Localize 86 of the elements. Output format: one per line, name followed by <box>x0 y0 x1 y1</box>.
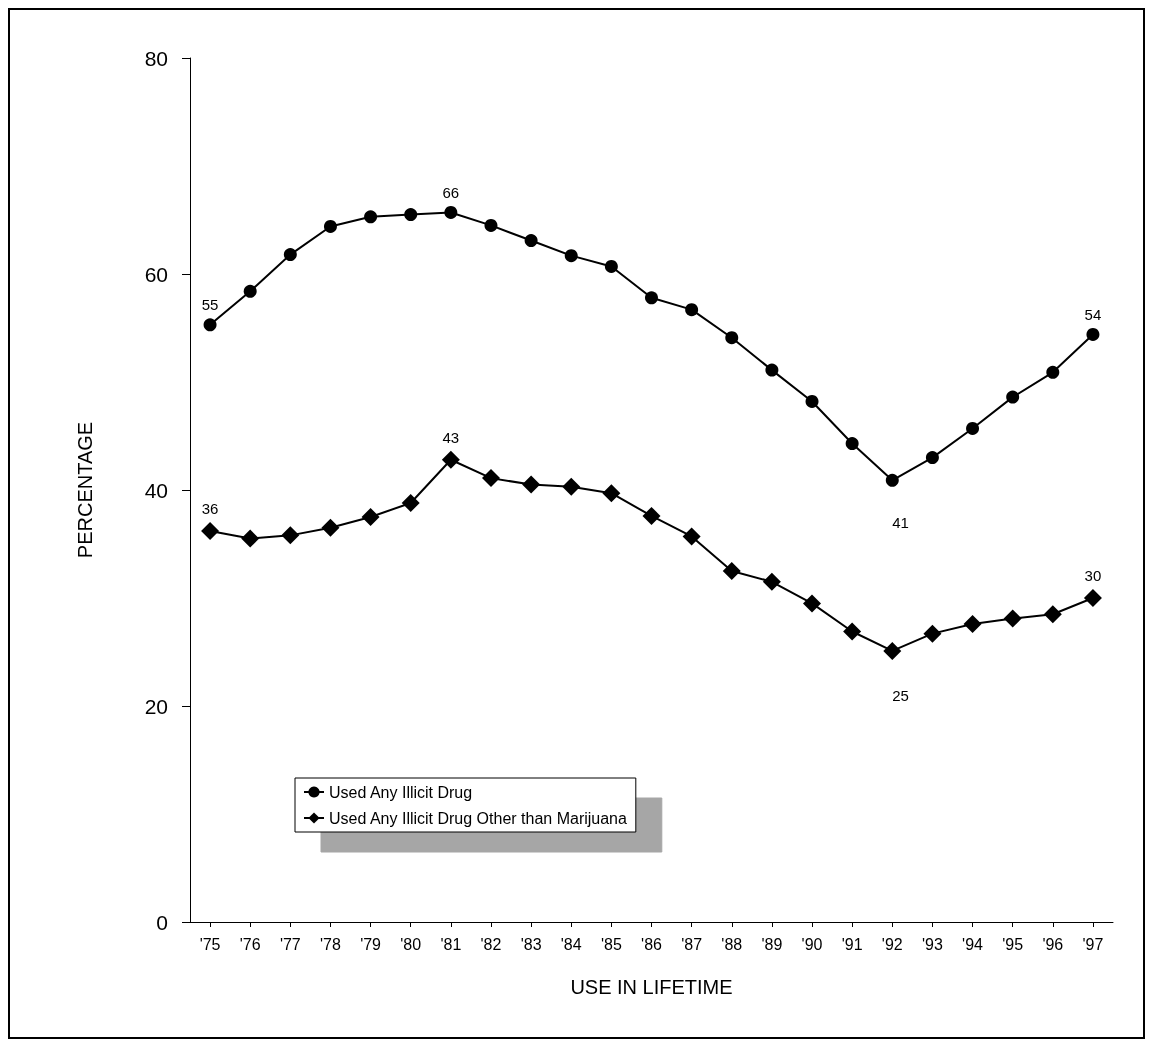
point <box>966 421 980 435</box>
point <box>923 624 942 643</box>
point <box>1003 609 1022 628</box>
data-label: 30 <box>1084 567 1102 584</box>
x-tick-label: '96 <box>1042 935 1064 953</box>
point <box>1086 327 1100 341</box>
y-tick-label: 40 <box>144 478 168 502</box>
point <box>404 208 418 222</box>
y-tick-label: 20 <box>144 694 168 718</box>
x-tick-label: '88 <box>721 935 743 953</box>
point <box>444 205 458 219</box>
x-tick-label: '77 <box>279 935 301 953</box>
x-tick-label: '89 <box>761 935 783 953</box>
y-tick-label: 60 <box>144 262 168 286</box>
data-label: 54 <box>1084 305 1102 323</box>
point <box>645 291 658 305</box>
x-tick-label: '75 <box>199 935 221 953</box>
point <box>725 331 739 345</box>
x-tick-label: '85 <box>600 935 622 953</box>
point <box>243 284 257 298</box>
x-tick-label: '76 <box>239 935 261 953</box>
data-label: 36 <box>201 500 219 518</box>
x-tick-label: '97 <box>1082 935 1104 953</box>
point <box>361 508 380 526</box>
point <box>885 473 899 487</box>
point <box>805 394 819 408</box>
point <box>564 249 578 263</box>
point <box>481 469 500 488</box>
point <box>765 363 779 377</box>
point <box>604 259 618 273</box>
x-tick-label: '93 <box>921 935 943 953</box>
data-label: 41 <box>892 513 909 531</box>
point <box>524 234 538 248</box>
x-tick-label: '94 <box>962 935 984 953</box>
point <box>845 437 859 451</box>
point <box>1006 390 1020 404</box>
point <box>762 572 781 591</box>
point <box>321 518 340 537</box>
point <box>803 594 822 613</box>
x-tick-label: '92 <box>881 935 903 953</box>
point <box>1043 605 1062 624</box>
x-tick-label: '80 <box>400 935 422 953</box>
point <box>963 614 982 633</box>
data-label: 25 <box>892 686 909 704</box>
point <box>281 526 300 545</box>
x-axis-title: USE IN LIFETIME <box>570 976 733 998</box>
x-tick-label: '86 <box>641 935 663 953</box>
y-axis-title: PERCENTAGE <box>74 421 96 559</box>
point <box>642 506 661 525</box>
point <box>401 493 420 512</box>
x-tick-label: '84 <box>560 935 582 953</box>
point <box>283 248 297 262</box>
point <box>522 475 541 494</box>
point <box>843 622 862 641</box>
legend-label: Used Any Illicit Drug Other than Marijuana <box>329 809 628 827</box>
point <box>1083 589 1102 607</box>
point <box>925 451 939 465</box>
x-tick-label: '83 <box>520 935 542 953</box>
x-tick-label: '78 <box>320 935 341 953</box>
point <box>682 527 701 546</box>
x-tick-label: '82 <box>480 935 502 953</box>
x-tick-label: '87 <box>681 935 703 953</box>
x-tick-label: '91 <box>841 935 863 953</box>
y-tick-label: 0 <box>156 910 168 934</box>
data-label: 43 <box>442 428 460 446</box>
point <box>364 210 378 224</box>
x-tick-label: '90 <box>801 935 823 953</box>
point <box>685 303 699 317</box>
data-label: 66 <box>442 183 460 201</box>
point <box>883 641 902 660</box>
x-tick-label: '81 <box>440 935 462 953</box>
x-tick-label: '79 <box>360 935 382 953</box>
point <box>1046 365 1060 379</box>
point <box>201 522 220 541</box>
point <box>241 529 260 548</box>
point <box>441 450 460 469</box>
x-tick-label: '95 <box>1002 935 1024 953</box>
point <box>602 484 621 503</box>
point <box>484 218 498 232</box>
data-label: 55 <box>201 296 219 314</box>
y-tick-label: 80 <box>144 46 168 70</box>
point <box>722 562 741 580</box>
point <box>323 219 337 233</box>
point <box>203 318 217 332</box>
legend-label: Used Any Illicit Drug <box>329 783 473 801</box>
point <box>562 477 581 496</box>
